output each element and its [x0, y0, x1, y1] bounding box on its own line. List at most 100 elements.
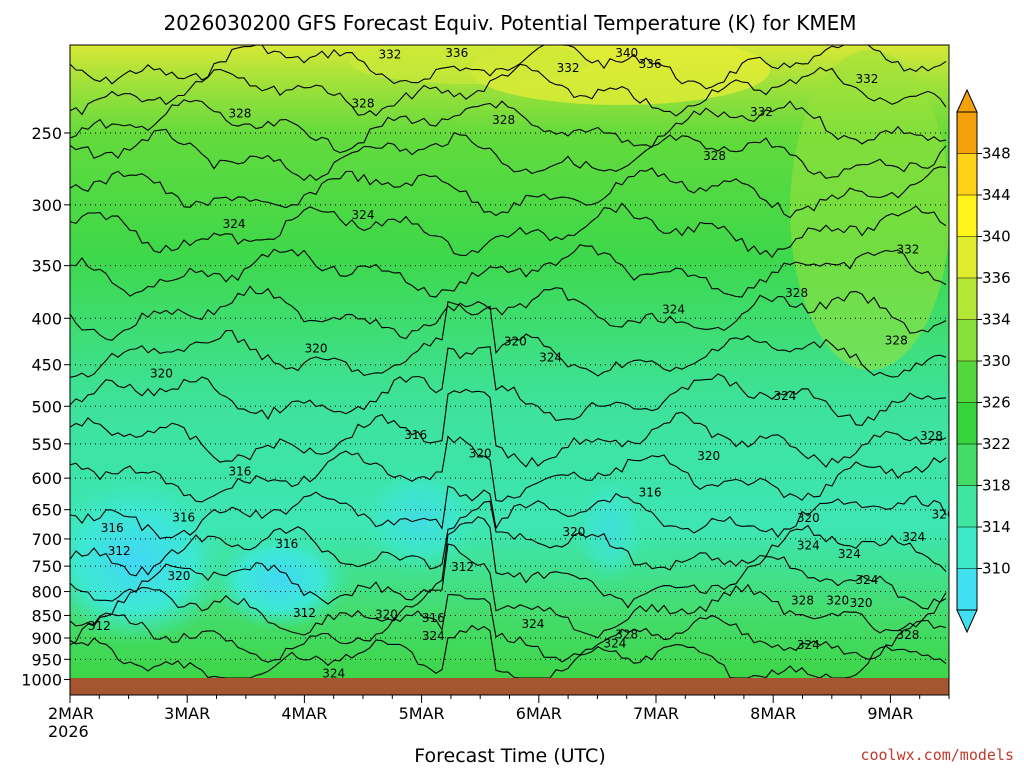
contour-label: 324	[352, 208, 375, 222]
x-axis: 2MAR 3MAR 4MAR 5MAR 6MAR 7MAR 8MAR 9MAR 2026	[48, 695, 950, 741]
colorbar-tick-label: 326	[982, 394, 1011, 412]
credit-link[interactable]: coolwx.com/models	[860, 746, 1014, 764]
y-tick-label: 650	[31, 501, 62, 520]
colorbar-tick-label: 318	[982, 477, 1011, 495]
y-tick-label: 400	[31, 309, 62, 328]
contour-label: 320	[504, 334, 527, 348]
contour-line	[70, 388, 947, 468]
contour-line	[70, 244, 947, 298]
contour-line	[70, 593, 947, 663]
colorbar-segment	[957, 278, 977, 320]
contour-label: 332	[856, 72, 879, 86]
y-tick-label: 900	[31, 629, 62, 648]
contour-line	[70, 202, 947, 259]
y-tick-label: 800	[31, 583, 62, 602]
colorbar-tick-label: 314	[982, 518, 1011, 536]
colorbar-segment	[957, 527, 977, 569]
contour-label: 324	[223, 217, 246, 231]
chart-title: 2026030200 GFS Forecast Equiv. Potential…	[163, 11, 856, 35]
contour-label: 324	[773, 389, 796, 403]
colorbar-tick-label: 336	[982, 269, 1011, 287]
contour-label: 328	[885, 333, 908, 347]
contour-label: 324	[856, 573, 879, 587]
contour-label: 316	[228, 465, 251, 479]
contour-label: 320	[932, 508, 955, 522]
colorbar-tick-label: 348	[982, 145, 1011, 163]
y-tick-label: 500	[31, 397, 62, 416]
contour-line	[70, 485, 947, 540]
contour-label: 312	[88, 619, 111, 633]
cold-region-center	[210, 530, 350, 630]
colorbar-extend-top	[956, 88, 978, 113]
contour-label: 340	[615, 46, 638, 60]
colorbar-segment	[957, 195, 977, 237]
x-tick-label: 3MAR	[164, 704, 210, 723]
contour-label: 332	[557, 61, 580, 75]
contour-label: 316	[404, 428, 427, 442]
contour-line	[70, 346, 947, 426]
contour-label: 320	[375, 608, 398, 622]
contour-label: 324	[902, 530, 925, 544]
contour-label: 316	[422, 611, 445, 625]
contour-label: 312	[451, 560, 474, 574]
y-tick-label: 300	[31, 196, 62, 215]
colorbar-tick-label: 330	[982, 352, 1011, 370]
contour-label: 324	[662, 302, 685, 316]
contour-label: 324	[422, 629, 445, 643]
ground-bar	[70, 678, 949, 695]
contour-label: 312	[293, 606, 316, 620]
plot-area: 332 336 3403363323323283283283323283243243…	[70, 45, 955, 695]
contour-label: 320	[826, 593, 849, 607]
colorbar-segment	[957, 112, 977, 154]
contour-label: 320	[850, 596, 873, 610]
colorbar-segment	[957, 485, 977, 528]
contour-line	[70, 99, 947, 154]
contour-label: 316	[172, 511, 195, 525]
x-tick-label: 9MAR	[867, 704, 913, 723]
y-axis: 250 300 350 400 450 500 550 600 650 700 750 800 850 9…	[21, 124, 70, 690]
contour-label: 320	[563, 525, 586, 539]
contour-label: 332	[379, 48, 402, 62]
colorbar-segment	[957, 319, 977, 362]
contour-label: 328	[785, 286, 808, 300]
colorbar-segment	[957, 568, 977, 611]
contour-label: 328	[492, 113, 515, 127]
y-tick-label: 450	[31, 356, 62, 375]
x-tick-label: 5MAR	[399, 704, 445, 723]
y-tick-label: 700	[31, 530, 62, 549]
x-tick-label: 2MAR	[48, 704, 94, 723]
colorbar-extend-bottom	[956, 609, 978, 634]
contour-label: 316	[101, 521, 124, 535]
contour-line	[70, 166, 947, 219]
y-tick-label: 950	[31, 650, 62, 669]
contour-label: 328	[352, 97, 375, 111]
contour-line	[70, 435, 947, 503]
contour-label: 320	[697, 449, 720, 463]
x-tick-label: 8MAR	[750, 704, 796, 723]
colorbar-tick-label: 344	[982, 186, 1011, 204]
contour-label: 336	[639, 57, 662, 71]
contour-line	[70, 128, 947, 182]
contour-label: 324	[838, 547, 861, 561]
contour-line	[70, 63, 947, 117]
contour-label: 320	[150, 366, 173, 380]
contour-line	[70, 300, 947, 378]
contour-label: 312	[108, 544, 131, 558]
contour-line	[70, 516, 947, 610]
contour-label: 324	[521, 617, 544, 631]
contour-line	[70, 624, 947, 679]
x-tick-label: 7MAR	[633, 704, 679, 723]
colorbar: 348 344 340 336 334 330 326 322 318 314 310	[956, 88, 1011, 634]
colorbar-segment	[957, 236, 977, 279]
contour-label: 328	[703, 149, 726, 163]
y-tick-label: 1000	[21, 671, 62, 690]
cold-region-east	[360, 465, 480, 575]
cold-region-day7	[575, 475, 645, 585]
y-tick-label: 850	[31, 606, 62, 625]
contour-label: 324	[797, 539, 820, 553]
contour-line	[70, 45, 947, 90]
colorbar-tick-label: 322	[982, 435, 1011, 453]
y-tick-label: 600	[31, 469, 62, 488]
colorbar-tick-label: 310	[982, 560, 1011, 578]
contour-label: 324	[539, 351, 562, 365]
